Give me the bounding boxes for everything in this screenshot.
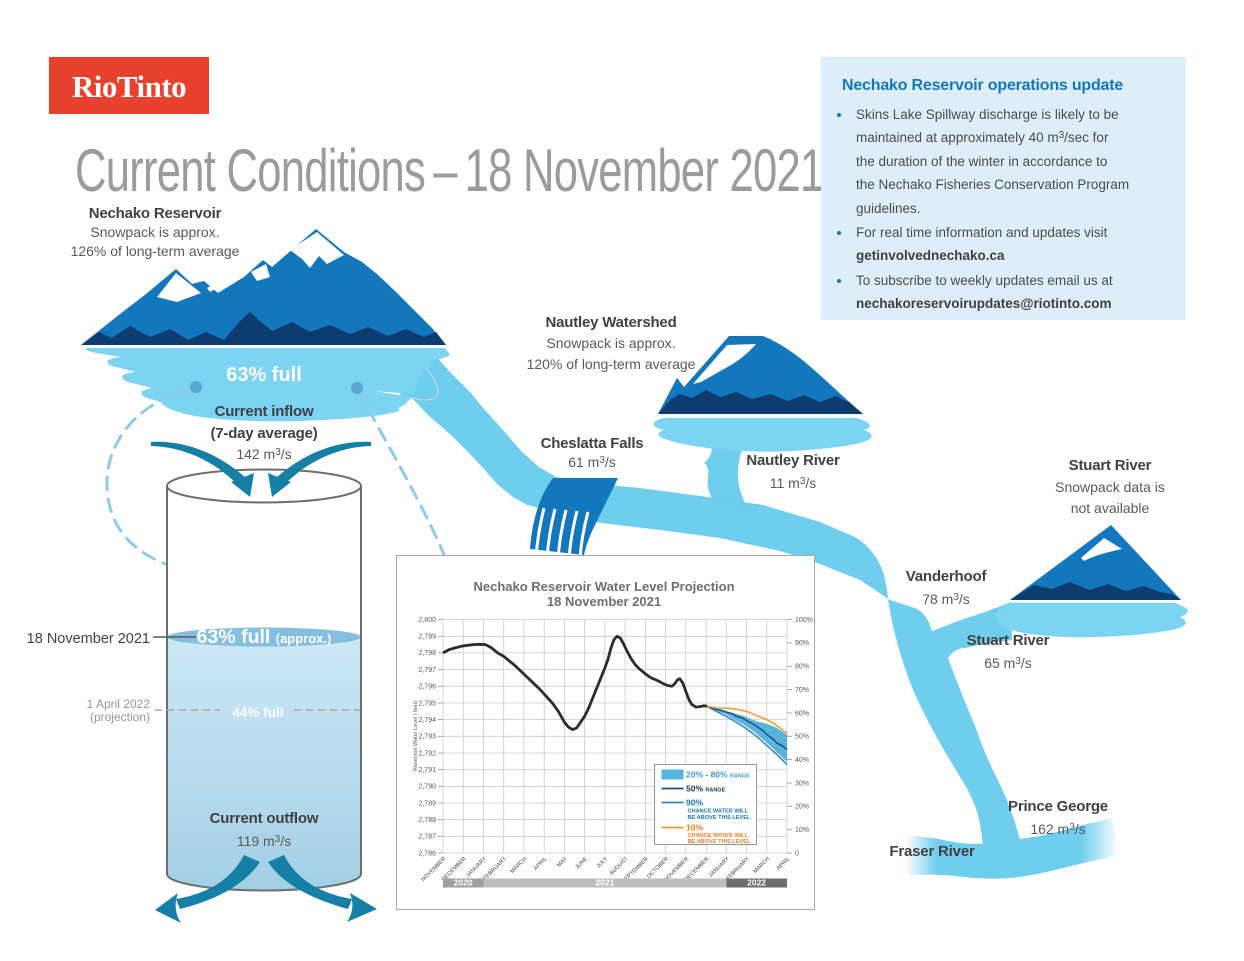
svg-text:10%: 10% (686, 823, 703, 833)
svg-text:60%: 60% (795, 710, 809, 717)
svg-text:2,795: 2,795 (418, 700, 436, 707)
svg-text:2,789: 2,789 (418, 800, 436, 807)
svg-text:MARCH: MARCH (752, 856, 771, 875)
svg-text:2,799: 2,799 (418, 634, 436, 641)
svg-text:2,796: 2,796 (418, 684, 436, 691)
svg-text:APRIL: APRIL (776, 856, 792, 872)
svg-text:BE ABOVE THIS LEVEL: BE ABOVE THIS LEVEL (688, 839, 751, 845)
svg-text:100%: 100% (795, 617, 813, 624)
svg-text:50% RANGE: 50% RANGE (686, 784, 726, 794)
svg-text:MAY: MAY (556, 856, 569, 869)
svg-text:2,788: 2,788 (418, 817, 436, 824)
svg-text:APRIL: APRIL (533, 856, 549, 872)
svg-text:0: 0 (795, 850, 799, 857)
svg-text:2,790: 2,790 (418, 784, 436, 791)
svg-text:JUNE: JUNE (574, 856, 589, 871)
svg-text:MARCH: MARCH (510, 856, 529, 875)
svg-text:80%: 80% (795, 664, 809, 671)
svg-text:CHANCE WATER WILL: CHANCE WATER WILL (688, 833, 749, 839)
svg-text:2020: 2020 (454, 878, 473, 888)
svg-text:2,787: 2,787 (418, 834, 436, 841)
svg-text:50%: 50% (795, 734, 809, 741)
svg-text:2,794: 2,794 (418, 717, 436, 724)
svg-text:90%: 90% (795, 640, 809, 647)
svg-text:2,800: 2,800 (418, 617, 436, 624)
svg-text:2,792: 2,792 (418, 750, 436, 757)
svg-text:BE ABOVE THIS LEVEL: BE ABOVE THIS LEVEL (688, 815, 751, 821)
svg-text:2,793: 2,793 (418, 734, 436, 741)
svg-text:10%: 10% (795, 827, 809, 834)
svg-text:2,797: 2,797 (418, 667, 436, 674)
svg-text:30%: 30% (795, 780, 809, 787)
svg-text:2,786: 2,786 (418, 850, 436, 857)
svg-text:2022: 2022 (747, 878, 766, 888)
svg-text:90%: 90% (686, 798, 703, 808)
svg-text:20%: 20% (795, 804, 809, 811)
svg-text:2,798: 2,798 (418, 650, 436, 657)
svg-text:Reservoir Water Level ( feet): Reservoir Water Level ( feet) (413, 701, 419, 771)
svg-text:20% - 80% RANGE: 20% - 80% RANGE (686, 770, 750, 780)
svg-text:2,791: 2,791 (418, 767, 436, 774)
svg-text:2021: 2021 (595, 878, 614, 888)
svg-text:JULY: JULY (596, 856, 610, 870)
svg-text:70%: 70% (795, 687, 809, 694)
svg-text:CHANCE WATER WILL: CHANCE WATER WILL (688, 809, 749, 815)
svg-text:40%: 40% (795, 757, 809, 764)
